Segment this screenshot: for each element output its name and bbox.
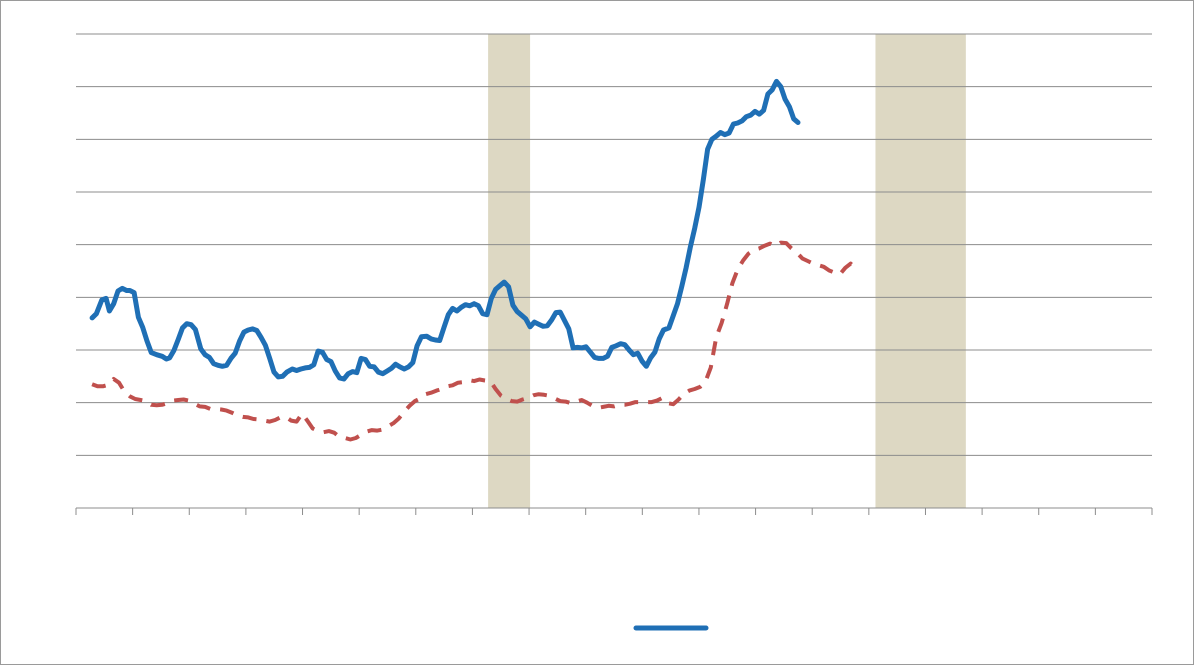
recession-band [875,34,966,508]
dashed-series-line [91,240,858,442]
gridlines [76,33,1152,509]
series-lines [89,78,858,442]
solid-series-line [89,78,801,382]
x-axis [75,507,1153,515]
recession-bands [488,34,966,508]
recession-band [488,34,531,508]
